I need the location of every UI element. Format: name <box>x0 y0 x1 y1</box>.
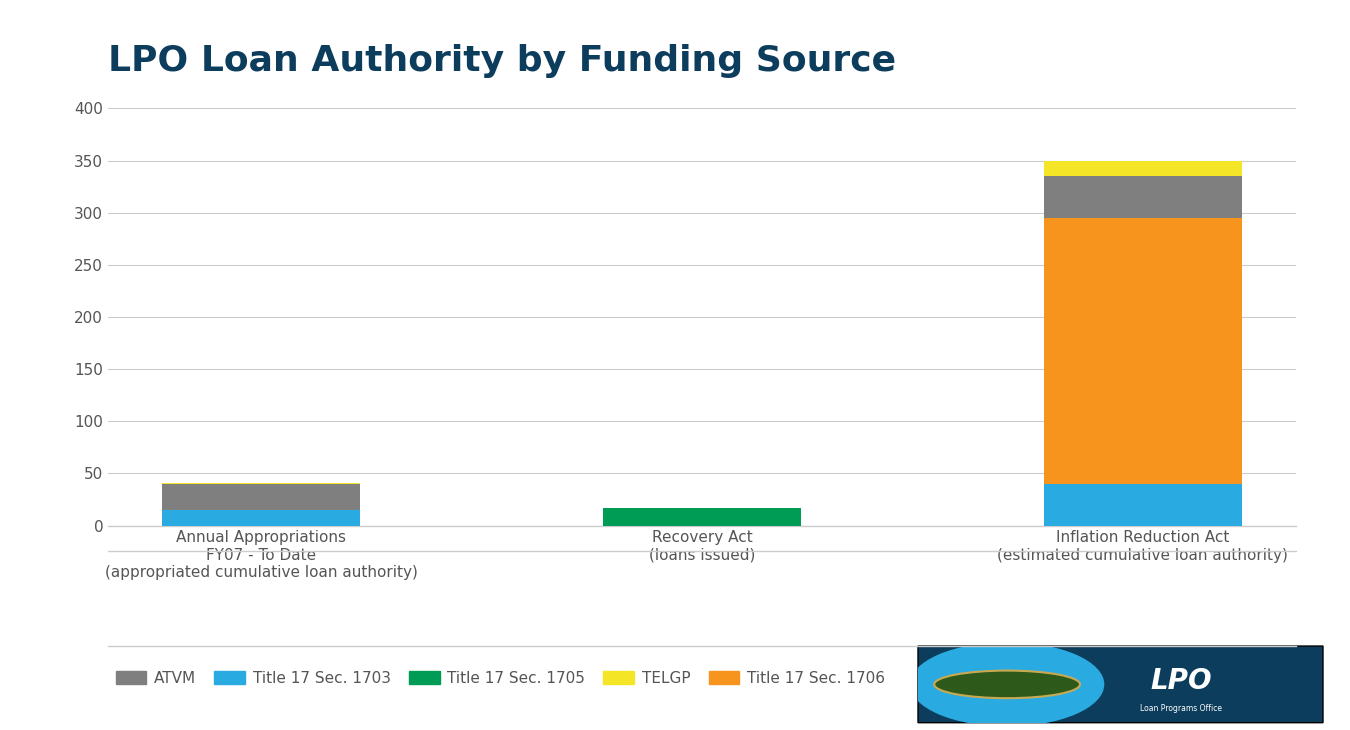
Bar <box>162 484 360 510</box>
Bar <box>1044 161 1242 176</box>
Bar <box>162 510 360 526</box>
FancyBboxPatch shape <box>918 646 1323 723</box>
Circle shape <box>934 671 1080 698</box>
Bar <box>1044 484 1242 526</box>
Ellipse shape <box>910 642 1104 726</box>
Text: LPO: LPO <box>1150 666 1212 694</box>
Text: LPO Loan Authority by Funding Source: LPO Loan Authority by Funding Source <box>108 44 896 78</box>
Legend: ATVM, Title 17 Sec. 1703, Title 17 Sec. 1705, TELGP, Title 17 Sec. 1706: ATVM, Title 17 Sec. 1703, Title 17 Sec. … <box>109 664 891 692</box>
Bar <box>1044 176 1242 218</box>
Bar <box>1044 218 1242 484</box>
Bar <box>603 508 801 526</box>
Text: Loan Programs Office: Loan Programs Office <box>1141 704 1222 713</box>
Bar <box>162 483 360 484</box>
